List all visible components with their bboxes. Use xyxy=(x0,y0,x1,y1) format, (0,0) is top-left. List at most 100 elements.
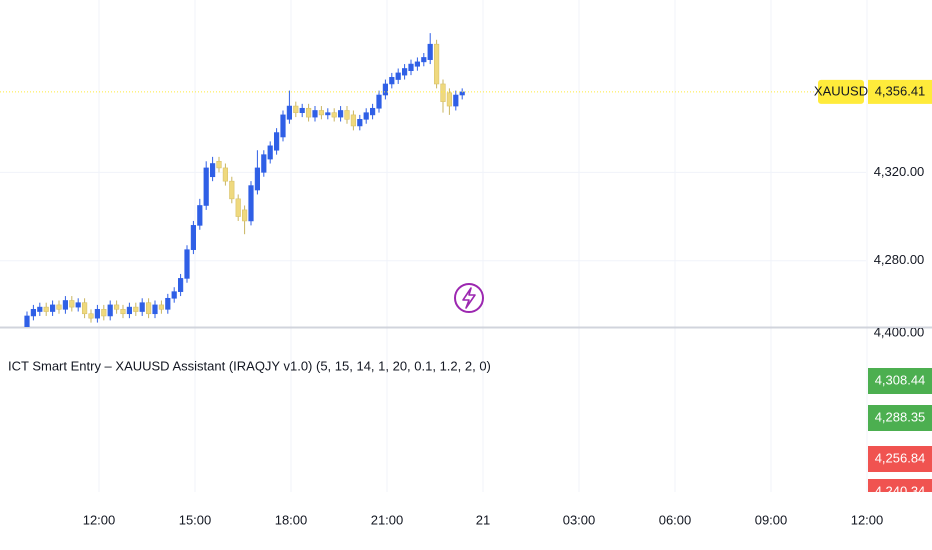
symbol-label: XAUUSD xyxy=(814,83,868,98)
candle-body xyxy=(222,167,229,182)
candle-body xyxy=(139,302,145,312)
candle-body xyxy=(107,304,113,317)
x-tick-label: 09:00 xyxy=(755,512,788,527)
candle-body xyxy=(43,306,49,312)
candle-body xyxy=(158,304,165,310)
candle-body xyxy=(235,198,241,217)
candle-body xyxy=(254,167,261,191)
candle-body xyxy=(30,309,37,317)
candle-body xyxy=(293,105,299,113)
x-tick-label: 21 xyxy=(476,512,490,527)
candle-body xyxy=(446,92,453,107)
candle-body xyxy=(427,43,433,60)
candle-body xyxy=(389,77,395,85)
candle-body xyxy=(318,110,325,116)
candle-body xyxy=(414,61,421,67)
candle-body xyxy=(56,304,62,310)
candle-body xyxy=(69,300,75,308)
candle-body xyxy=(62,300,68,310)
last-price-box xyxy=(868,79,932,104)
candle-body xyxy=(261,154,267,173)
candle-body xyxy=(146,302,152,315)
candle-body xyxy=(382,83,389,96)
candle-body xyxy=(344,110,350,120)
candle-body xyxy=(453,94,459,107)
x-tick-label: 03:00 xyxy=(563,512,596,527)
indicator-price-box xyxy=(868,368,932,394)
candle-body xyxy=(133,306,139,312)
candle-body xyxy=(286,105,293,120)
candle-body xyxy=(433,43,440,85)
candle-body xyxy=(325,112,331,116)
candle-body xyxy=(210,163,216,178)
indicator-price-box xyxy=(868,405,932,431)
candle-body xyxy=(440,83,446,102)
candle-body xyxy=(421,57,427,63)
candle-body xyxy=(37,306,43,312)
candle-body xyxy=(357,119,363,127)
candle-body xyxy=(49,304,56,312)
candle-body xyxy=(126,306,132,315)
candle-body xyxy=(395,72,401,80)
candle-body xyxy=(305,107,312,118)
indicator-labels: 4,400.00 4,308.44 4,288.35 4,256.84 4,240.34 xyxy=(868,328,932,498)
x-tick-label: 12:00 xyxy=(851,512,884,527)
candle-body xyxy=(408,63,414,72)
last-price-label: 4,356.41 xyxy=(875,83,926,98)
candle-body xyxy=(337,110,344,118)
x-tick-label: 18:00 xyxy=(275,512,308,527)
alert-icon[interactable] xyxy=(454,283,484,313)
candle-body xyxy=(299,107,305,113)
candle-body xyxy=(203,167,209,206)
candle-body xyxy=(101,309,107,317)
candle-body xyxy=(242,209,248,222)
candle-body xyxy=(114,304,120,310)
indicator-price-label: 4,308.44 xyxy=(875,372,926,387)
candle-body xyxy=(229,180,235,200)
candle-body xyxy=(376,94,382,109)
candle-body xyxy=(120,309,126,315)
candle-body xyxy=(82,302,88,315)
y-tick-label: 4,320.00 xyxy=(874,164,925,179)
candles xyxy=(24,33,465,327)
grid xyxy=(0,0,868,492)
x-tick-label: 21:00 xyxy=(371,512,404,527)
candle-body xyxy=(165,297,171,310)
y-tick-label: 4,280.00 xyxy=(874,252,925,267)
indicator-price-label: 4,240.34 xyxy=(875,483,926,498)
candle-body xyxy=(152,304,158,315)
candle-body xyxy=(75,302,81,308)
candle-body xyxy=(197,205,203,226)
candle-body xyxy=(312,110,318,118)
candle-body xyxy=(94,309,100,319)
indicator-price-label: 4,288.35 xyxy=(875,409,926,424)
candle-body xyxy=(273,132,280,151)
candle-body xyxy=(363,112,369,120)
x-axis: 12:00 15:00 18:00 21:00 21 03:00 06:00 09:00 12:… xyxy=(83,512,884,527)
indicator-price-box xyxy=(868,479,932,492)
overlay: 4,320.00 4,280.00 XAUUSD 4,356.41 xyxy=(0,79,932,267)
candle-body xyxy=(369,107,376,116)
candle-body xyxy=(216,160,222,169)
symbol-label-box xyxy=(818,79,864,104)
candle-body xyxy=(280,114,286,138)
indicator-price-label: 4,256.84 xyxy=(875,450,926,465)
candle-body xyxy=(248,185,254,222)
candle-body xyxy=(178,278,184,292)
candle-body xyxy=(190,225,197,250)
x-tick-label: 06:00 xyxy=(659,512,692,527)
indicator-title: ICT Smart Entry – XAUUSD Assistant (IRAQ… xyxy=(8,358,491,373)
candle-body xyxy=(184,249,190,279)
candle-body xyxy=(171,291,177,299)
candle-body xyxy=(350,114,357,127)
x-tick-label: 12:00 xyxy=(83,512,116,527)
candle-body xyxy=(401,68,408,76)
candle-body xyxy=(267,145,273,160)
candle-body xyxy=(88,313,94,319)
candle-body xyxy=(24,315,30,327)
candle-body xyxy=(331,112,337,118)
x-tick-label: 15:00 xyxy=(179,512,212,527)
indicator-price-box xyxy=(868,446,932,472)
